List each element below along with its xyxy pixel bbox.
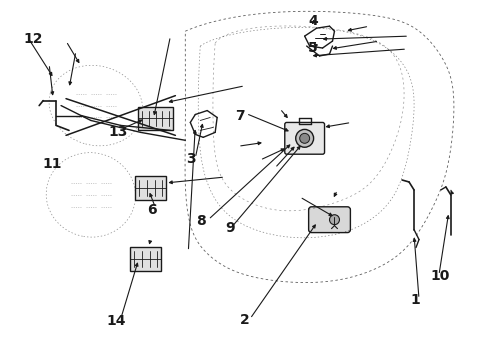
Bar [130, 247, 162, 271]
Text: 3: 3 [187, 152, 196, 166]
Text: 1: 1 [411, 293, 420, 307]
Text: 5: 5 [308, 41, 318, 55]
Text: 6: 6 [147, 203, 157, 217]
Text: 12: 12 [24, 32, 43, 46]
Bar [138, 107, 173, 130]
Text: 13: 13 [109, 125, 128, 139]
Text: 9: 9 [225, 221, 235, 235]
Text: 4: 4 [308, 14, 318, 28]
FancyBboxPatch shape [285, 122, 324, 154]
Text: 7: 7 [235, 109, 245, 123]
Text: 8: 8 [196, 214, 206, 228]
Text: 2: 2 [240, 313, 250, 327]
Text: 14: 14 [106, 314, 125, 328]
FancyBboxPatch shape [309, 207, 350, 233]
Text: 10: 10 [430, 269, 449, 283]
Text: 11: 11 [43, 157, 62, 171]
Circle shape [329, 215, 340, 225]
Bar [135, 176, 167, 200]
Circle shape [300, 133, 310, 143]
Circle shape [295, 129, 314, 147]
